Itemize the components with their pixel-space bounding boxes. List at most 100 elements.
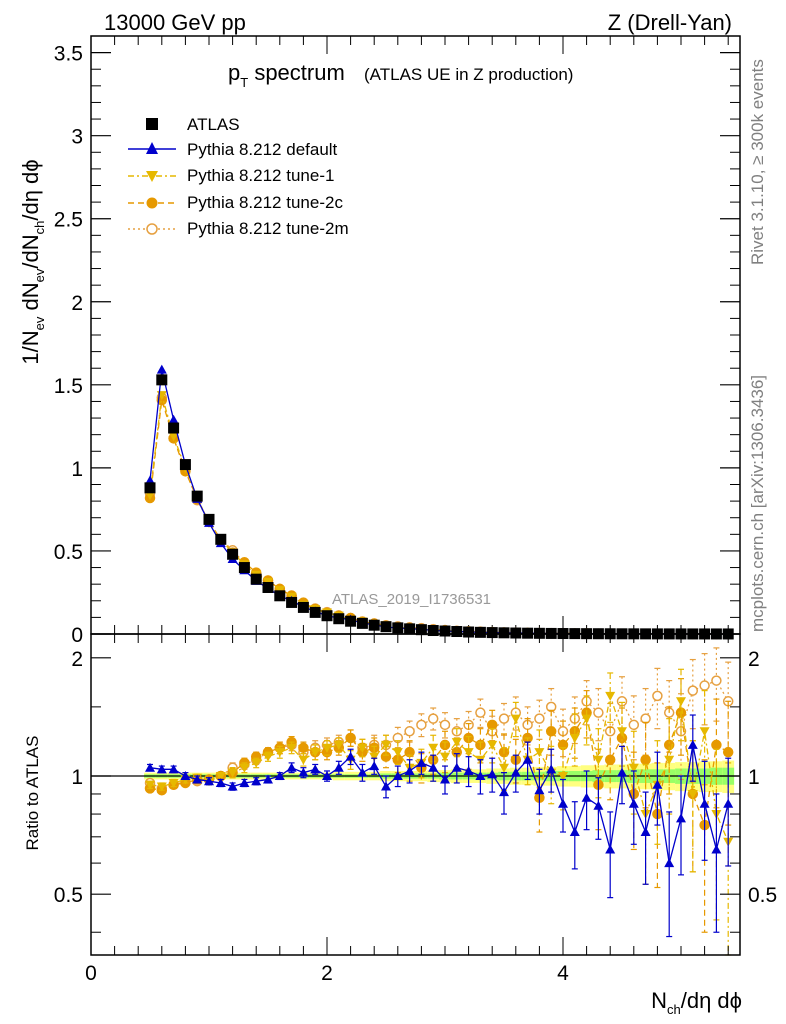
ratio-tick-label-left: 0.5 (54, 884, 83, 907)
ratio-point-pythia-8-212-tune-1 (499, 763, 509, 773)
ratio-point-pythia-8-212-tune-1 (676, 697, 686, 707)
ratio-point-pythia-8-212-tune-1 (310, 748, 321, 758)
atlas-point (286, 596, 298, 608)
ratio-point-pythia-8-212-tune-1 (145, 780, 155, 790)
atlas-point (309, 606, 321, 618)
chart-title-note: (ATLAS UE in Z production) (364, 65, 573, 84)
ratio-point-pythia-8-212-default (392, 771, 403, 781)
ratio-point-pythia-8-212-tune-1 (239, 763, 250, 773)
ratio-point-pythia-8-212-default (298, 767, 309, 777)
ratio-point-pythia-8-212-default (215, 777, 226, 787)
xlabel-rest: /dη dϕ (681, 988, 742, 1013)
lower-frame (90, 633, 741, 956)
ratio-point-pythia-8-212-default (475, 771, 486, 781)
ratio-point-pythia-8-212-tune-1 (605, 691, 616, 701)
ratio-point-pythia-8-212-default (416, 757, 427, 767)
x-tick-label: 0 (85, 962, 97, 985)
ratio-point-pythia-8-212-tune-2c (711, 739, 722, 751)
ratio-point-pythia-8-212-default (286, 762, 297, 772)
ratio-point-pythia-8-212-tune-1 (534, 748, 545, 758)
ratio-point-pythia-8-212-tune-1 (156, 782, 167, 792)
ratio-point-pythia-8-212-tune-1 (687, 789, 698, 799)
title-sub: T (240, 75, 248, 90)
y-axis-label: 1/Nev dNev/dNch/dη dϕ (18, 159, 47, 364)
ratio-point-pythia-8-212-tune-2m (498, 713, 510, 724)
ratio-point-pythia-8-212-default (711, 844, 722, 854)
ratio-point-pythia-8-212-default (723, 798, 734, 808)
ratio-point-pythia-8-212-default (617, 767, 627, 777)
legend-label-default: Pythia 8.212 default (187, 140, 338, 159)
ratio-point-pythia-8-212-default (676, 813, 686, 823)
ylabel-b-sub: ev (32, 268, 47, 282)
xlabel-main: N (651, 988, 667, 1013)
ratio-point-pythia-8-212-default (640, 827, 651, 837)
atlas-point (215, 533, 227, 545)
ratio-tick-label-right: 1 (748, 766, 760, 789)
ratio-point-pythia-8-212-tune-2m (404, 726, 415, 737)
ratio-point-pythia-8-212-default (369, 761, 380, 771)
x-tick-label: 2 (321, 962, 333, 985)
ratio-point-pythia-8-212-default (569, 827, 580, 837)
ratio-point-pythia-8-212-default (168, 764, 179, 774)
ratio-point-pythia-8-212-tune-1 (487, 740, 498, 750)
ratio-point-pythia-8-212-tune-2m (628, 719, 640, 731)
atlas-point (498, 627, 510, 639)
upper-point-pythia-8-212-default (145, 475, 155, 485)
ratio-point-pythia-8-212-tune-2m (439, 719, 451, 731)
legend-label-tune2c: Pythia 8.212 tune-2c (187, 193, 343, 212)
mcplots-label: mcplots.cern.ch [arXiv:1306.3436] (748, 375, 767, 632)
ratio-tick-label-left: 2 (71, 648, 83, 671)
ratio-point-pythia-8-212-tune-2c (345, 732, 356, 744)
atlas-point (250, 573, 262, 585)
ratio-point-pythia-8-212-tune-1 (617, 727, 627, 737)
atlas-point (144, 482, 156, 494)
ratio-point-pythia-8-212-default (227, 781, 238, 791)
atlas-point (415, 624, 427, 636)
ratio-tick-label-right: 0.5 (748, 884, 777, 907)
ratio-point-pythia-8-212-default (192, 774, 203, 784)
ratio-point-pythia-8-212-default (652, 779, 663, 789)
atlas-point (179, 459, 191, 471)
ratio-point-pythia-8-212-default (546, 764, 557, 774)
ratio-point-pythia-8-212-tune-2m (427, 713, 439, 724)
ratio-line-3 (149, 679, 729, 790)
xlabel-sub: ch (667, 1002, 681, 1017)
ratio-y-axis-label: Ratio to ATLAS (23, 736, 42, 851)
ratio-point-pythia-8-212-tune-2c (604, 754, 616, 766)
ratio-point-pythia-8-212-tune-1 (263, 752, 273, 762)
atlas-point (392, 622, 404, 634)
legend-marker-atlas (146, 118, 158, 130)
energy-label: 13000 GeV pp (104, 10, 246, 35)
atlas-point (238, 562, 250, 574)
ratio-point-pythia-8-212-default (664, 858, 675, 868)
ratio-point-pythia-8-212-default (581, 792, 592, 802)
ratio-point-pythia-8-212-default (605, 844, 616, 854)
ratio-point-pythia-8-212-tune-1 (463, 748, 474, 758)
atlas-point (227, 548, 239, 560)
atlas-point (404, 623, 416, 635)
upper-point-pythia-8-212-tune-1 (168, 432, 179, 442)
atlas-point (427, 625, 439, 637)
ratio-point-pythia-8-212-tune-1 (251, 758, 262, 768)
ratio-point-pythia-8-212-default (404, 765, 415, 775)
y-tick-label: 2 (71, 292, 83, 315)
chart-title: pT spectrum (228, 60, 345, 90)
ratio-point-pythia-8-212-tune-2m (475, 707, 486, 718)
ratio-point-pythia-8-212-default (522, 754, 533, 764)
ratio-point-pythia-8-212-default (310, 764, 321, 774)
ratio-point-pythia-8-212-tune-1 (440, 752, 450, 762)
ratio-point-pythia-8-212-tune-1 (369, 752, 380, 762)
ratio-point-pythia-8-212-default (440, 774, 450, 784)
ratio-point-pythia-8-212-default (251, 776, 262, 786)
y-tick-label: 2.5 (54, 209, 83, 232)
ylabel-c: /dN (18, 234, 43, 268)
ratio-point-pythia-8-212-tune-1 (168, 778, 179, 788)
ratio-point-pythia-8-212-tune-1 (322, 743, 332, 753)
legend-marker-tune1 (146, 171, 158, 182)
atlas-point (168, 422, 180, 434)
atlas-point (463, 626, 475, 638)
ratio-point-pythia-8-212-default (263, 774, 273, 784)
ratio-point-pythia-8-212-tune-1 (298, 755, 309, 765)
ratio-point-pythia-8-212-tune-2m (416, 719, 427, 731)
